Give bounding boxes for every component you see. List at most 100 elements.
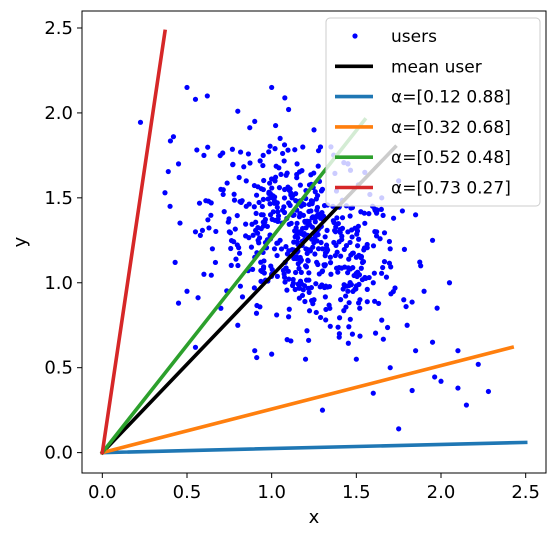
scatter-point bbox=[255, 184, 261, 190]
scatter-point bbox=[372, 298, 378, 304]
scatter-point bbox=[293, 269, 299, 276]
scatter-point bbox=[229, 146, 236, 152]
legend-marker bbox=[352, 33, 358, 39]
scatter-point bbox=[338, 297, 344, 303]
y-tick-label: 2.5 bbox=[44, 18, 73, 39]
scatter-point bbox=[455, 348, 461, 354]
scatter-point bbox=[252, 348, 258, 354]
scatter-point bbox=[288, 190, 294, 196]
scatter-point bbox=[305, 257, 311, 263]
scatter-point bbox=[234, 242, 240, 248]
scatter-point bbox=[267, 195, 273, 201]
scatter-point bbox=[256, 235, 263, 241]
scatter-point bbox=[258, 278, 264, 284]
scatter-point bbox=[232, 226, 238, 232]
scatter-point bbox=[345, 270, 351, 276]
scatter-point bbox=[294, 161, 300, 167]
scatter-point bbox=[269, 185, 275, 191]
scatter-point bbox=[306, 337, 312, 343]
scatter-point bbox=[260, 152, 266, 158]
scatter-point bbox=[364, 286, 370, 292]
scatter-point bbox=[306, 270, 312, 276]
scatter-point bbox=[297, 182, 303, 188]
legend-label: α=[0.12 0.88] bbox=[391, 88, 511, 108]
scatter-point bbox=[206, 225, 212, 231]
scatter-point bbox=[364, 245, 370, 251]
scatter-point bbox=[356, 236, 362, 242]
scatter-point bbox=[317, 284, 323, 290]
scatter-point bbox=[278, 171, 284, 178]
series-line bbox=[100, 440, 528, 455]
scatter-point bbox=[277, 135, 283, 141]
scatter-point bbox=[417, 259, 423, 265]
scatter-point bbox=[274, 200, 280, 206]
scatter-point bbox=[333, 265, 340, 271]
scatter-point bbox=[313, 196, 319, 202]
scatter-point bbox=[343, 243, 350, 249]
scatter-point bbox=[296, 169, 303, 175]
legend-label: α=[0.73 0.27] bbox=[391, 179, 511, 199]
scatter-point bbox=[266, 149, 272, 155]
scatter-point bbox=[328, 271, 334, 277]
legend-label: α=[0.52 0.48] bbox=[391, 148, 511, 168]
scatter-point bbox=[269, 351, 275, 357]
scatter-point bbox=[241, 164, 247, 170]
scatter-point bbox=[313, 214, 319, 221]
scatter-point bbox=[345, 288, 351, 294]
scatter-point bbox=[253, 192, 260, 198]
scatter-point bbox=[475, 361, 481, 367]
scatter-point bbox=[354, 243, 361, 249]
scatter-point bbox=[434, 305, 440, 311]
scatter-point bbox=[376, 300, 382, 307]
scatter-point bbox=[201, 271, 207, 277]
scatter-point bbox=[313, 309, 319, 316]
scatter-point bbox=[283, 265, 289, 271]
scatter-point bbox=[281, 204, 287, 210]
scatter-point bbox=[304, 250, 310, 256]
scatter-point bbox=[304, 328, 310, 334]
scatter-point bbox=[310, 236, 316, 243]
scatter-point bbox=[309, 224, 316, 230]
scatter-point bbox=[349, 331, 356, 337]
scatter-point bbox=[336, 315, 343, 321]
scatter-point bbox=[387, 246, 393, 252]
scatter-point bbox=[446, 280, 453, 286]
scatter-point bbox=[175, 161, 182, 167]
scatter-point bbox=[341, 282, 347, 288]
scatter-point bbox=[204, 93, 210, 99]
scatter-point bbox=[261, 270, 267, 276]
scatter-point bbox=[327, 254, 333, 260]
scatter-point bbox=[318, 188, 325, 194]
scatter-point bbox=[285, 106, 292, 113]
scatter-point bbox=[372, 330, 379, 336]
scatter-point bbox=[251, 204, 257, 210]
scatter-point bbox=[250, 232, 256, 238]
scatter-point bbox=[205, 144, 211, 150]
scatter-point bbox=[308, 208, 314, 214]
scatter-point bbox=[341, 246, 347, 253]
scatter-point bbox=[273, 122, 279, 129]
series-line bbox=[100, 345, 515, 455]
scatter-point bbox=[370, 280, 376, 286]
scatter-point bbox=[363, 275, 369, 281]
scatter-point bbox=[373, 210, 380, 216]
scatter-point bbox=[353, 356, 359, 362]
scatter-point bbox=[318, 239, 324, 246]
scatter-point bbox=[175, 300, 182, 306]
scatter-point bbox=[380, 212, 386, 218]
scatter-point bbox=[315, 246, 322, 252]
scatter-point bbox=[409, 299, 415, 305]
scatter-point bbox=[272, 174, 279, 180]
scatter-point bbox=[404, 322, 410, 328]
scatter-point bbox=[315, 261, 321, 268]
scatter-point bbox=[354, 231, 360, 237]
scatter-point bbox=[296, 295, 302, 301]
scatter-point bbox=[167, 203, 173, 209]
scatter-point bbox=[370, 390, 376, 396]
scatter-point bbox=[247, 160, 253, 166]
scatter-point bbox=[257, 304, 263, 310]
y-tick-label: 1.0 bbox=[44, 273, 73, 294]
scatter-point bbox=[353, 286, 359, 292]
scatter-point bbox=[409, 387, 415, 394]
